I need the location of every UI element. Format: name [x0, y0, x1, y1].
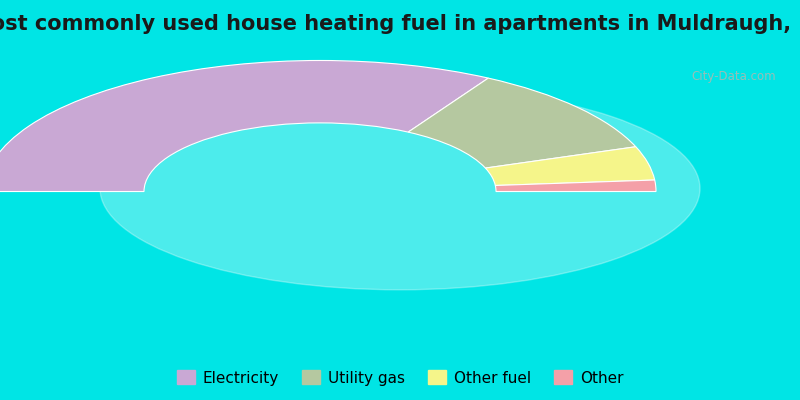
Legend: Electricity, Utility gas, Other fuel, Other: Electricity, Utility gas, Other fuel, Ot… — [170, 364, 630, 392]
Wedge shape — [495, 180, 656, 192]
Text: City-Data.com: City-Data.com — [691, 70, 776, 83]
Wedge shape — [486, 147, 654, 186]
Wedge shape — [0, 60, 488, 192]
Text: Most commonly used house heating fuel in apartments in Muldraugh, KY: Most commonly used house heating fuel in… — [0, 14, 800, 34]
Ellipse shape — [100, 87, 700, 290]
Wedge shape — [408, 78, 636, 168]
